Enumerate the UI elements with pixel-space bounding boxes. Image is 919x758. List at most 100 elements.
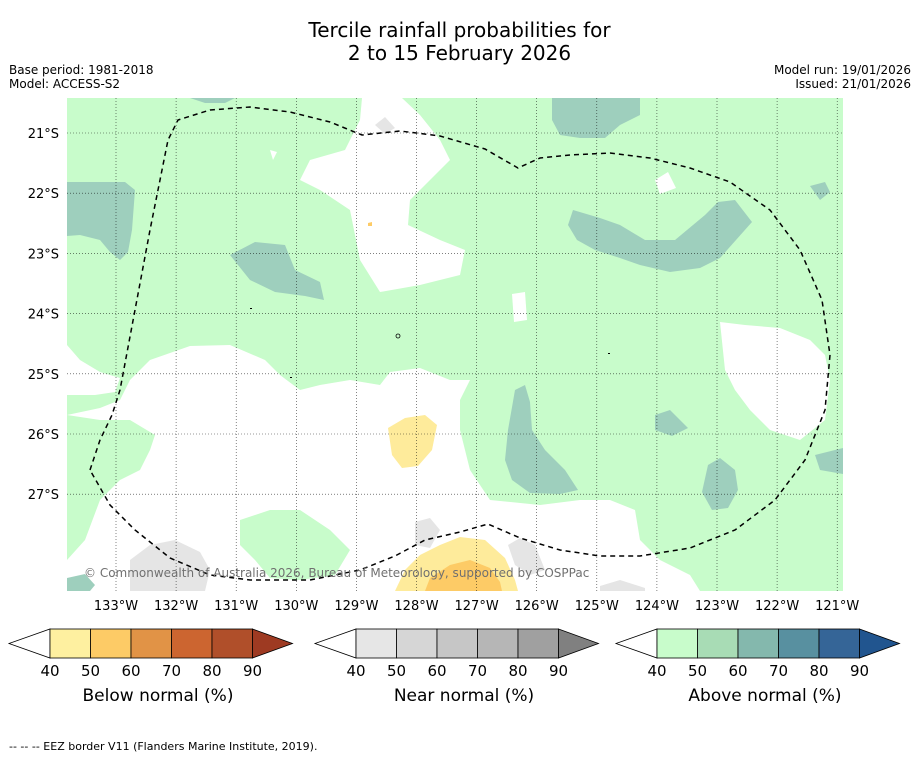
above-normal-60-region-5 <box>505 385 578 494</box>
colorbar-extend-high <box>859 628 901 659</box>
model-name: Model: ACCESS-S2 <box>9 77 121 91</box>
lat-label: 21°S <box>28 127 59 142</box>
colorbar-tick-label: 90 <box>243 662 262 680</box>
below-normal-colorbar: 40 50 60 70 80 90 <box>7 628 294 680</box>
above-normal-60-region-7 <box>702 458 738 510</box>
colorbar-segment <box>436 628 478 659</box>
above-normal-60-region-11 <box>67 574 95 591</box>
lon-label: 124°W <box>635 599 679 614</box>
lon-label: 122°W <box>755 599 799 614</box>
colorbar-tick-label: 80 <box>202 662 221 680</box>
above-normal-60-region-8 <box>815 448 843 474</box>
lon-label: 123°W <box>695 599 739 614</box>
below-normal-spot <box>368 222 372 226</box>
lon-label: 129°W <box>334 599 378 614</box>
lat-label: 22°S <box>28 187 59 202</box>
near-normal-region-3 <box>508 538 545 575</box>
lon-label: 127°W <box>455 599 499 614</box>
map-plot-area: © Commonwealth of Australia 2026, Bureau… <box>67 98 843 591</box>
probability-map: © Commonwealth of Australia 2026, Bureau… <box>28 98 860 614</box>
near-normal-colorbar: 40 50 60 70 80 90 <box>313 628 600 680</box>
eez-border <box>89 106 831 581</box>
colorbar-tick-label: 50 <box>688 662 707 680</box>
above-normal-60-region-4 <box>568 200 752 272</box>
lat-label: 26°S <box>28 428 59 443</box>
lon-label: 128°W <box>394 599 438 614</box>
legend-above-normal-title: Above normal (%) <box>688 686 842 706</box>
graticule <box>67 98 843 591</box>
above-normal-60-region-10 <box>190 98 235 103</box>
model-info: Base period: 1981-2018 Model: ACCESS-S2 <box>9 63 154 91</box>
contour-dot <box>395 333 401 339</box>
colorbar-extend-high <box>558 628 600 659</box>
lat-label: 24°S <box>28 308 59 323</box>
colorbar-tick-label: 40 <box>40 662 59 680</box>
lon-label: 130°W <box>274 599 318 614</box>
colorbar-tick-label: 90 <box>850 662 869 680</box>
model-run: Model run: 19/01/2026 <box>773 63 911 77</box>
colorbar-segment <box>697 628 739 659</box>
title-line-2: 2 to 15 February 2026 <box>347 41 572 65</box>
colorbar-tick-label: 70 <box>769 662 788 680</box>
near-normal-region-1 <box>130 540 210 591</box>
colorbar-tick-label: 50 <box>387 662 406 680</box>
copyright-notice: © Commonwealth of Australia 2026, Bureau… <box>84 566 589 580</box>
white-spot-3 <box>270 150 277 160</box>
below-normal-40-region-1 <box>388 415 437 468</box>
colorbar-tick-label: 50 <box>81 662 100 680</box>
lon-label: 125°W <box>575 599 619 614</box>
colorbar-tick-label: 70 <box>468 662 487 680</box>
colorbar-segment <box>737 628 779 659</box>
colorbar-segment <box>477 628 519 659</box>
near-normal-region-4 <box>600 580 645 591</box>
contour-speck-2 <box>290 377 292 378</box>
lon-label: 133°W <box>94 599 138 614</box>
colorbar-extend-low <box>614 628 658 659</box>
issued-date: Issued: 21/01/2026 <box>795 77 911 91</box>
colorbar-segment <box>396 628 438 659</box>
white-spot-2 <box>655 172 676 194</box>
longitude-labels: 133°W 132°W 131°W 130°W 129°W 128°W 127°W 126°W… <box>94 599 860 614</box>
eez-footnote: -- -- -- EEZ border V11 (Flanders Marine… <box>9 740 318 753</box>
legend-near-normal: 40 50 60 70 80 90 Near normal (%) <box>313 628 614 718</box>
colorbar-segment <box>778 628 820 659</box>
colorbar-segment <box>90 628 132 659</box>
colorbar-tick-label: 80 <box>508 662 527 680</box>
above-normal-60-region-6 <box>655 410 688 436</box>
white-region-south <box>67 345 700 591</box>
colorbar-extend-high <box>252 628 294 659</box>
colorbar-segment <box>130 628 172 659</box>
lat-label: 25°S <box>28 368 59 383</box>
latitude-labels: 21°S 22°S 23°S 24°S 25°S 26°S 27°S <box>28 127 59 503</box>
colorbar-tick-label: 40 <box>346 662 365 680</box>
colorbar-segment <box>49 628 91 659</box>
colorbar-tick-label: 70 <box>162 662 181 680</box>
above-normal-60-region-3 <box>230 242 324 300</box>
map-title: Tercile rainfall probabilities for 2 to … <box>0 19 919 65</box>
near-normal-region-5 <box>375 117 395 134</box>
lon-label: 131°W <box>214 599 258 614</box>
colorbar-tick-label: 40 <box>647 662 666 680</box>
colorbar-tick-label: 60 <box>728 662 747 680</box>
above-normal-island <box>240 510 350 580</box>
white-region-north <box>300 98 465 292</box>
lat-label: 27°S <box>28 488 59 503</box>
above-normal-colorbar: 40 50 60 70 80 90 <box>614 628 901 680</box>
above-normal-60-region-2 <box>67 182 135 260</box>
white-spot-1 <box>512 292 527 322</box>
colorbar-tick-label: 60 <box>427 662 446 680</box>
near-normal-region-2 <box>415 518 440 548</box>
colorbar-segment <box>818 628 860 659</box>
colorbar-tick-label: 60 <box>121 662 140 680</box>
lon-label: 126°W <box>515 599 559 614</box>
base-period: Base period: 1981-2018 <box>9 63 154 77</box>
legend-below-normal-title: Below normal (%) <box>82 686 234 706</box>
colorbar-segment <box>355 628 397 659</box>
colorbar-extend-low <box>7 628 51 659</box>
contour-speck-1 <box>250 308 252 309</box>
white-region-west <box>67 345 120 395</box>
lon-label: 132°W <box>154 599 198 614</box>
lon-label: 121°W <box>815 599 859 614</box>
colorbar-tick-label: 90 <box>549 662 568 680</box>
run-info: Model run: 19/01/2026 Issued: 21/01/2026 <box>774 63 911 91</box>
